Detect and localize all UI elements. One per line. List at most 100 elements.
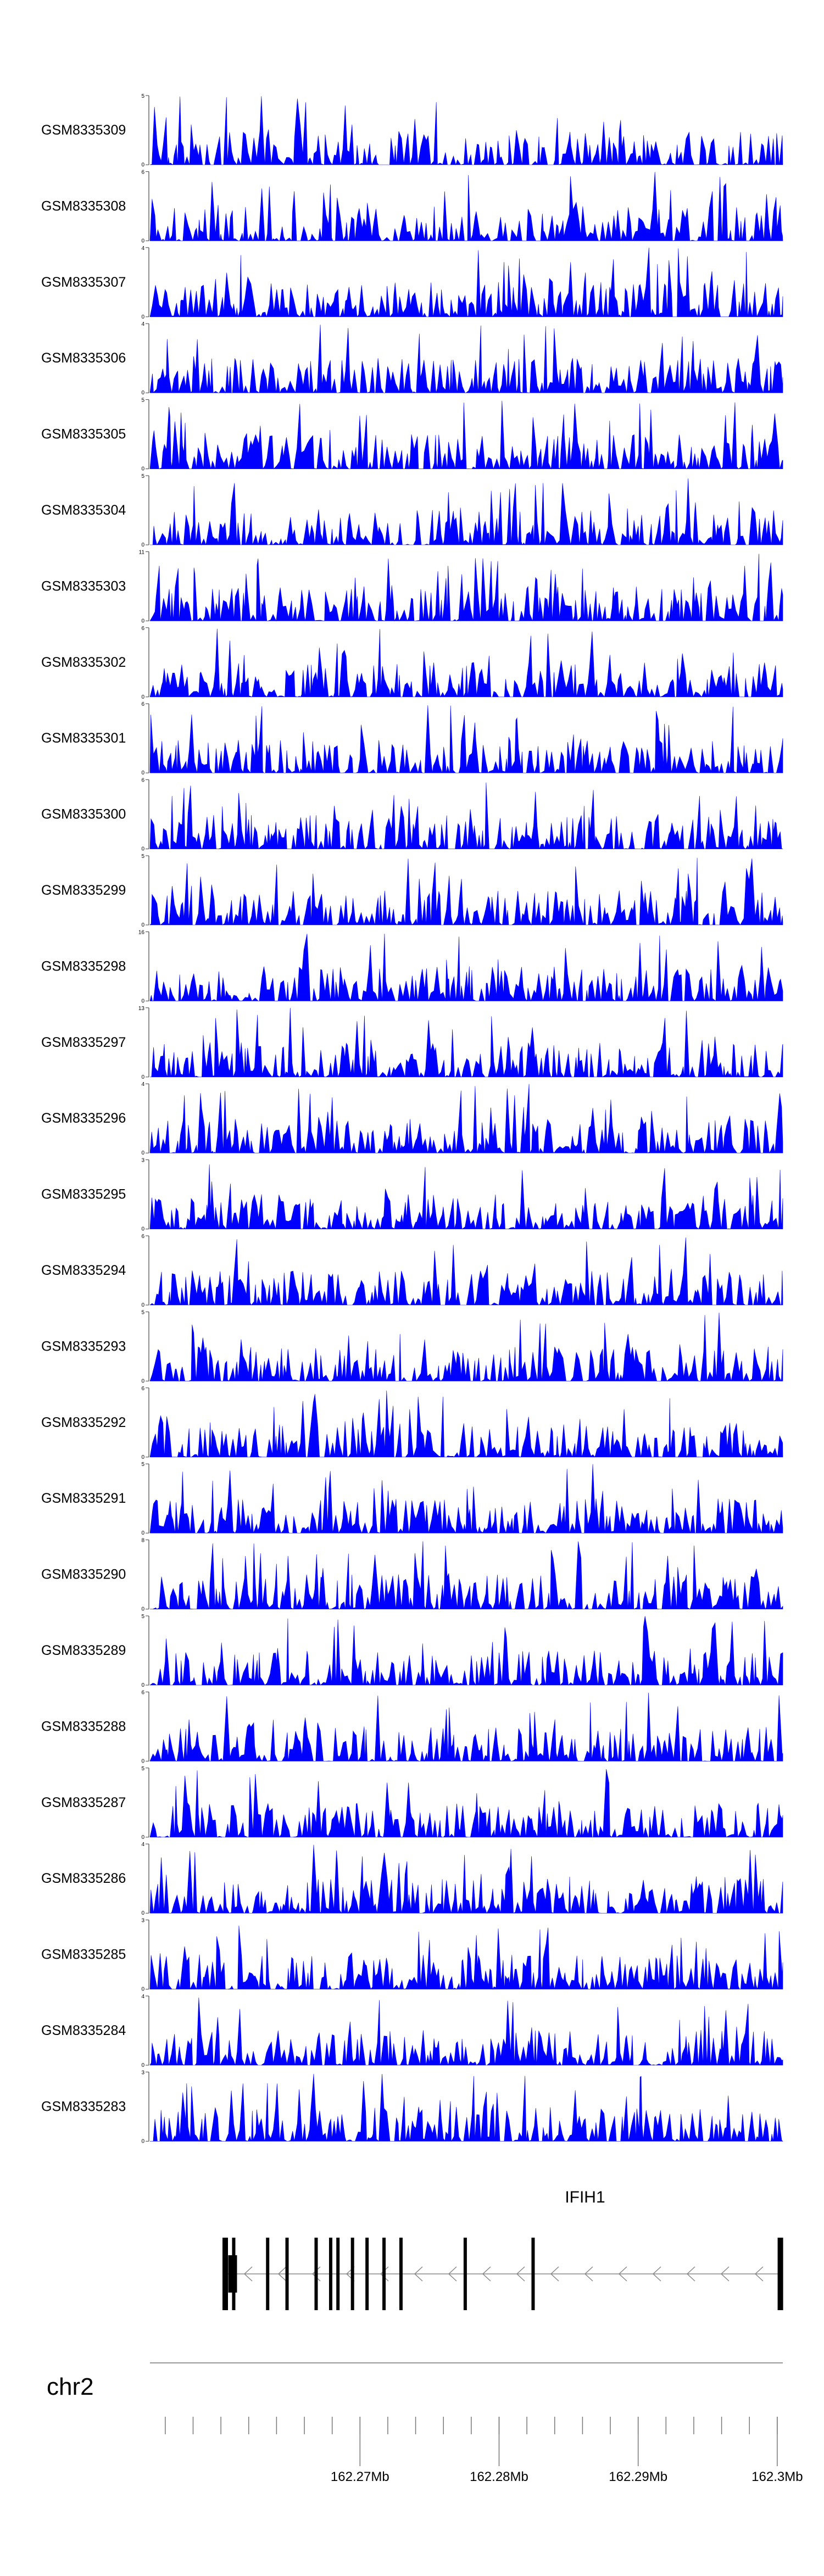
- coverage-area: [149, 247, 783, 317]
- gene-exon: [350, 2238, 354, 2310]
- track-label: GSM8335283: [41, 2099, 126, 2114]
- track-GSM8335290: GSM8335290 8 0: [41, 1538, 783, 1613]
- track-GSM8335302: GSM8335302 6 0: [41, 626, 783, 700]
- y-axis-min-label: 0: [141, 1074, 144, 1080]
- coverage-area: [149, 554, 783, 622]
- y-axis-max-label: 3: [141, 1918, 144, 1924]
- y-axis-min-label: 0: [141, 238, 144, 244]
- y-axis-max-label: 4: [141, 246, 144, 252]
- coverage-area: [149, 1237, 783, 1306]
- y-axis-max-label: 6: [141, 626, 144, 632]
- track-label: GSM8335309: [41, 122, 126, 138]
- y-axis-min-label: 0: [141, 846, 144, 852]
- coverage-area: [149, 1925, 783, 1990]
- track-GSM8335301: GSM8335301 6 0: [41, 701, 783, 776]
- coverage-area: [149, 857, 783, 926]
- y-axis-max-label: 11: [139, 549, 145, 555]
- y-axis-max-label: 5: [141, 854, 144, 860]
- track-GSM8335300: GSM8335300 6 0: [41, 778, 783, 852]
- strand-arrow: [277, 2266, 287, 2282]
- track-label: GSM8335296: [41, 1111, 126, 1126]
- y-axis-min-label: 0: [141, 1987, 144, 1993]
- track-label: GSM8335290: [41, 1567, 126, 1582]
- track-GSM8335293: GSM8335293 5 0: [41, 1309, 783, 1384]
- y-axis-min-label: 0: [141, 998, 144, 1004]
- strand-arrow: [380, 2266, 389, 2282]
- track-label: GSM8335291: [41, 1491, 126, 1506]
- track-GSM8335307: GSM8335307 4 0: [41, 246, 783, 320]
- y-axis-min-label: 0: [141, 618, 144, 624]
- y-axis-max-label: 16: [138, 929, 145, 935]
- coverage-area: [149, 1616, 783, 1686]
- strand-arrow: [584, 2266, 593, 2282]
- y-axis-max-label: 5: [141, 1462, 144, 1468]
- y-axis-min-label: 0: [141, 1607, 144, 1613]
- strand-arrow: [550, 2266, 559, 2282]
- coverage-area: [149, 400, 783, 470]
- gene-exon: [463, 2238, 467, 2310]
- y-axis-max-label: 6: [141, 169, 144, 175]
- track-label: GSM8335302: [41, 655, 126, 670]
- y-axis-min-label: 0: [141, 390, 144, 396]
- axis-tick-label: 162.27Mb: [331, 2469, 389, 2484]
- y-axis-min-label: 0: [141, 1910, 144, 1916]
- gene-exon: [266, 2238, 270, 2310]
- y-axis-min-label: 0: [141, 2138, 144, 2144]
- y-axis-max-label: 5: [141, 1309, 144, 1315]
- y-axis-max-label: 5: [141, 93, 144, 99]
- coverage-area: [149, 1084, 783, 1154]
- y-axis-min-label: 0: [141, 1454, 144, 1460]
- track-label: GSM8335306: [41, 350, 126, 366]
- y-axis-min-label: 0: [141, 542, 144, 548]
- y-axis-min-label: 0: [141, 314, 144, 320]
- track-label: GSM8335297: [41, 1035, 126, 1050]
- gene-exon: [222, 2238, 228, 2310]
- track-GSM8335298: GSM8335298 16 0: [41, 929, 783, 1004]
- track-GSM8335287: GSM8335287 5 0: [41, 1766, 783, 1841]
- gene-exon: [336, 2238, 340, 2310]
- track-label: GSM8335301: [41, 731, 126, 746]
- track-label: GSM8335295: [41, 1187, 126, 1202]
- strand-arrow: [618, 2266, 627, 2282]
- coverage-area: [150, 1541, 783, 1610]
- track-label: GSM8335294: [41, 1263, 126, 1278]
- track-GSM8335297: GSM8335297 13 0: [41, 1006, 783, 1080]
- track-label: GSM8335298: [41, 958, 126, 974]
- track-GSM8335288: GSM8335288 6 0: [41, 1690, 783, 1764]
- coverage-area: [149, 325, 783, 394]
- track-GSM8335285: GSM8335285 3 0: [41, 1918, 783, 1993]
- y-axis-max-label: 13: [138, 1006, 145, 1012]
- track-GSM8335299: GSM8335299 5 0: [41, 854, 783, 928]
- coverage-area: [149, 1312, 783, 1382]
- track-label: GSM8335300: [41, 807, 126, 822]
- track-label: GSM8335299: [41, 883, 126, 898]
- coverage-area: [149, 1164, 783, 1230]
- gene-exon: [329, 2238, 332, 2310]
- y-axis-min-label: 0: [141, 694, 144, 700]
- track-label: GSM8335288: [41, 1719, 126, 1734]
- track-label: GSM8335305: [41, 427, 126, 442]
- track-label: GSM8335304: [41, 503, 126, 518]
- y-axis-max-label: 4: [141, 1081, 144, 1088]
- y-axis-max-label: 5: [141, 398, 144, 404]
- coverage-area: [149, 933, 783, 1002]
- y-axis-min-label: 0: [141, 1530, 144, 1536]
- track-GSM8335309: GSM8335309 5 0: [41, 93, 783, 168]
- coverage-area: [149, 1844, 783, 1914]
- axis-tick-label: 162.3Mb: [751, 2469, 803, 2484]
- coverage-area: [149, 1390, 783, 1458]
- track-label: GSM8335284: [41, 2023, 126, 2038]
- y-axis-min-label: 0: [141, 1226, 144, 1233]
- genome-axis: 162.27Mb 162.28Mb 162.29Mb 162.3Mb: [165, 2417, 803, 2484]
- coverage-area: [149, 1692, 783, 1762]
- track-label: GSM8335303: [41, 578, 126, 594]
- track-GSM8335289: GSM8335289 5 0: [41, 1614, 783, 1688]
- coverage-area: [149, 782, 783, 850]
- strand-arrow: [482, 2266, 491, 2282]
- y-axis-min-label: 0: [141, 2062, 144, 2068]
- coverage-area: [149, 1769, 783, 1838]
- coverage-area: [150, 2073, 783, 2142]
- strand-arrow: [414, 2266, 423, 2282]
- track-GSM8335283: GSM8335283 3 0: [41, 2070, 783, 2144]
